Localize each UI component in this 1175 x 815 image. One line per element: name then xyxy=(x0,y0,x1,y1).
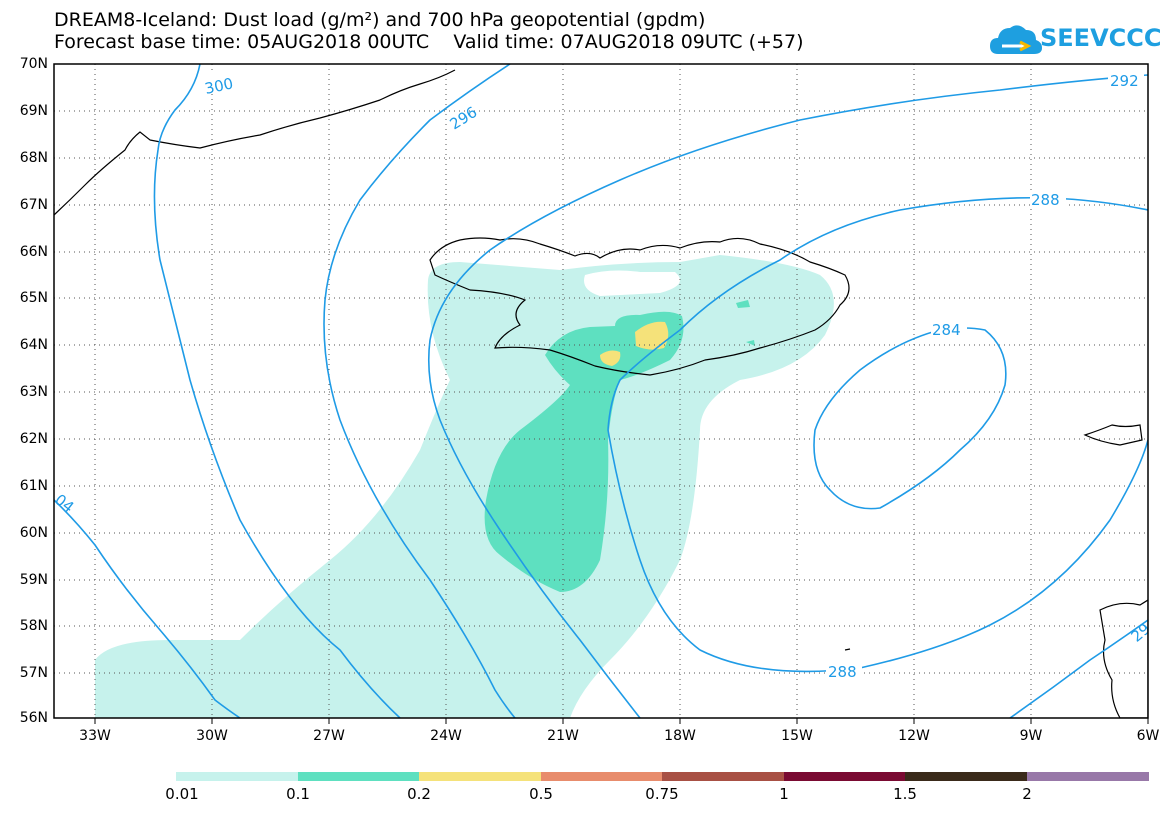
colorbar-swatch-5 xyxy=(784,772,905,781)
lon-label: 15W xyxy=(781,728,813,744)
colorbar-label: 2 xyxy=(1022,785,1032,803)
lat-label: 58N xyxy=(19,618,48,634)
lat-lon-grid xyxy=(54,64,1148,718)
logo-text: SEEVCCC xyxy=(1040,24,1162,52)
lon-label: 24W xyxy=(430,728,462,744)
contour-label-304: 04 xyxy=(51,490,77,516)
lat-label: 69N xyxy=(19,103,48,119)
coastlines xyxy=(54,69,1148,718)
colorbar-label: 1 xyxy=(779,785,789,803)
lat-label: 61N xyxy=(19,478,48,494)
lon-label: 18W xyxy=(664,728,696,744)
lat-label: 70N xyxy=(19,56,48,72)
contour-label-288-south: 288 xyxy=(828,663,857,681)
colorbar-swatch-3 xyxy=(541,772,662,781)
colorbar-label: 0.1 xyxy=(286,785,310,803)
lat-label: 65N xyxy=(19,290,48,306)
lon-label: 6W xyxy=(1136,728,1160,744)
colorbar-swatch-0 xyxy=(176,772,298,781)
lat-label: 67N xyxy=(19,197,48,213)
map-frame xyxy=(53,63,1149,719)
lat-label: 66N xyxy=(19,244,48,260)
colorbar xyxy=(176,772,1149,781)
faroe-coast xyxy=(1083,424,1143,446)
lat-label: 62N xyxy=(19,431,48,447)
colorbar-label: 0.01 xyxy=(165,785,199,803)
colorbar-swatch-7 xyxy=(1027,772,1149,781)
contour-304 xyxy=(54,499,241,718)
iceland-coast xyxy=(429,237,850,376)
lon-label: 30W xyxy=(196,728,228,744)
contour-284 xyxy=(813,327,1007,510)
contour-296 xyxy=(323,64,516,718)
colorbar-swatch-4 xyxy=(662,772,784,781)
colorbar-swatch-1 xyxy=(298,772,419,781)
lat-label: 59N xyxy=(19,572,48,588)
contour-label-288-north: 288 xyxy=(1031,191,1060,209)
lon-label: 21W xyxy=(547,728,579,744)
contour-label-284: 284 xyxy=(932,321,961,339)
contour-300 xyxy=(153,64,401,718)
contour-288a xyxy=(607,196,1148,673)
lat-label: 57N xyxy=(19,665,48,681)
map-subtitle: Forecast base time: 05AUG2018 00UTC Vali… xyxy=(54,31,804,53)
dust-area-0.2-a xyxy=(635,321,669,350)
lon-label: 27W xyxy=(313,728,345,744)
dust-spot-0.1-b xyxy=(746,340,755,346)
geopotential-contours xyxy=(54,64,1148,718)
contour-29x xyxy=(1009,619,1148,718)
lat-label: 63N xyxy=(19,384,48,400)
contour-label-292: 292 xyxy=(1110,72,1139,90)
colorbar-label: 1.5 xyxy=(893,785,917,803)
lat-label: 56N xyxy=(19,710,48,726)
dust-area-0.2-b xyxy=(600,350,621,366)
lon-label: 9W xyxy=(1019,728,1043,744)
colorbar-swatch-6 xyxy=(905,772,1027,781)
colorbar-label: 0.75 xyxy=(645,785,679,803)
dust-area-0.1 xyxy=(484,311,684,592)
cloud-icon xyxy=(990,25,1042,54)
contour-292 xyxy=(427,74,1148,718)
lat-label: 68N xyxy=(19,150,48,166)
colorbar-swatch-2 xyxy=(419,772,541,781)
greenland-coast xyxy=(54,69,456,216)
shetland-coast xyxy=(844,648,851,651)
lat-label: 64N xyxy=(19,337,48,353)
contour-label-300: 300 xyxy=(203,74,235,98)
lat-label: 60N xyxy=(19,525,48,541)
dust-spot-0.1-a xyxy=(736,300,750,308)
contour-label-296: 296 xyxy=(447,103,481,133)
colorbar-label: 0.2 xyxy=(407,785,431,803)
contour-label-29x: 29 xyxy=(1128,620,1154,646)
coast-gap xyxy=(584,270,680,296)
lon-label: 12W xyxy=(898,728,930,744)
scotland-coast xyxy=(1099,599,1148,718)
map-title: DREAM8-Iceland: Dust load (g/m²) and 700… xyxy=(54,9,706,31)
colorbar-label: 0.5 xyxy=(529,785,553,803)
lon-label: 33W xyxy=(79,728,111,744)
